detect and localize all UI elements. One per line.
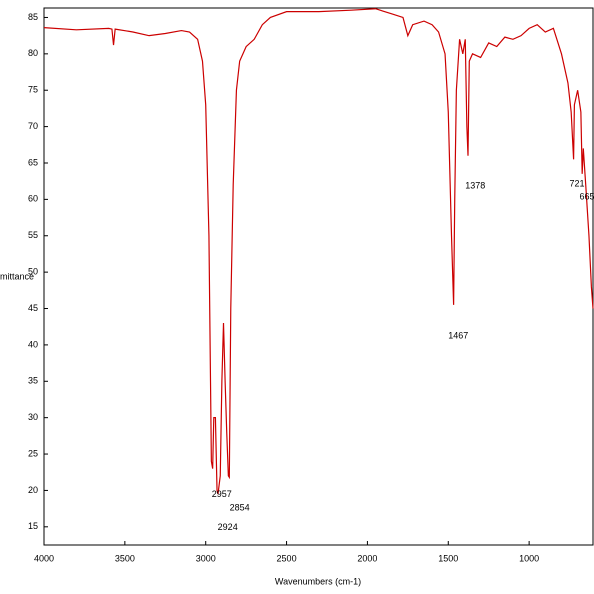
peak-label: 2854 xyxy=(230,502,250,512)
peak-label: 2957 xyxy=(212,489,232,499)
plot-frame xyxy=(43,7,594,546)
peak-label: 2924 xyxy=(218,522,238,532)
peak-label: 1378 xyxy=(465,181,485,191)
y-tick-label: 80 xyxy=(28,48,38,58)
y-axis-title: mittance xyxy=(0,271,34,281)
y-tick-label: 40 xyxy=(28,339,38,349)
x-tick-label: 4000 xyxy=(34,553,54,563)
x-axis-title: Wavenumbers (cm-1) xyxy=(275,576,361,586)
y-tick-label: 50 xyxy=(28,267,38,277)
spectrum-line xyxy=(43,8,594,495)
y-tick-label: 25 xyxy=(28,448,38,458)
x-tick-label: 3000 xyxy=(196,553,216,563)
y-tick-label: 75 xyxy=(28,85,38,95)
x-tick-label: 2000 xyxy=(357,553,377,563)
y-tick-label: 85 xyxy=(28,12,38,22)
peak-label: 1467 xyxy=(448,331,468,341)
peak-label: 721 xyxy=(569,178,584,188)
x-tick-label: 1000 xyxy=(519,553,539,563)
y-tick-label: 70 xyxy=(28,121,38,131)
y-tick-label: 35 xyxy=(28,376,38,386)
x-tick-label: 1500 xyxy=(438,553,458,563)
x-tick-label: 2500 xyxy=(277,553,297,563)
x-tick-label: 3500 xyxy=(115,553,135,563)
y-tick-label: 55 xyxy=(28,230,38,240)
y-tick-label: 65 xyxy=(28,157,38,167)
y-tick-label: 30 xyxy=(28,412,38,422)
y-tick-label: 60 xyxy=(28,194,38,204)
y-tick-label: 45 xyxy=(28,303,38,313)
y-tick-label: 15 xyxy=(28,521,38,531)
peak-label: 665 xyxy=(580,192,594,202)
y-tick-label: 20 xyxy=(28,485,38,495)
